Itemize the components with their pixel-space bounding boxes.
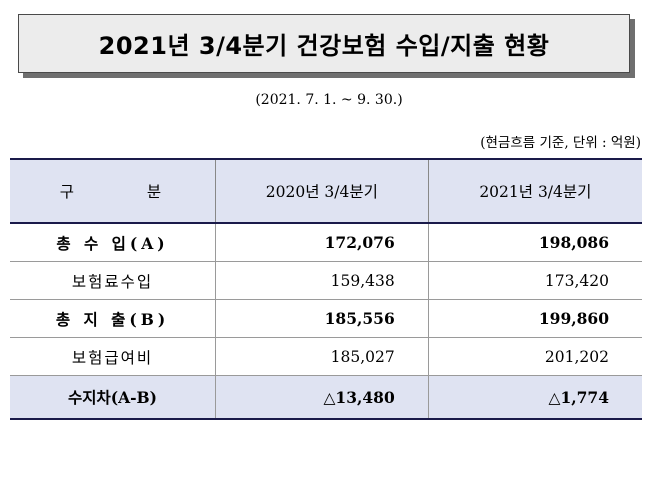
row-label: 수지차(A-B) [10,375,216,420]
header-category: 구 분 [10,158,216,224]
period-label: (2021. 7. 1. ~ 9. 30.) [255,92,403,108]
value-2021: 173,420 [427,261,642,300]
table-row-premium-revenue: 보험료수입 159,438 173,420 [10,261,642,300]
revenue-expense-table: 구 분 2020년 3/4분기 2021년 3/4분기 총 수 입(A) 172… [10,158,642,420]
value-2021: 199,860 [427,299,642,338]
header-2020-q3: 2020년 3/4분기 [214,158,429,224]
value-2020: 172,076 [214,223,429,262]
row-label: 총 수 입(A) [10,223,216,262]
table-row-benefit-expense: 보험급여비 185,027 201,202 [10,337,642,376]
value-2020: 159,438 [214,261,429,300]
title-box: 2021년 3/4분기 건강보험 수입/지출 현황 [18,14,635,78]
table-row-total-revenue: 총 수 입(A) 172,076 198,086 [10,223,642,262]
value-2020: 185,556 [214,299,429,338]
value-2020: 185,027 [214,337,429,376]
row-label: 총 지 출(B) [10,299,216,338]
table-row-total-expense: 총 지 출(B) 185,556 199,860 [10,299,642,338]
value-2021: △1,774 [427,375,642,420]
page-title: 2021년 3/4분기 건강보험 수입/지출 현황 [98,32,550,60]
value-2020: △13,480 [214,375,429,420]
header-2021-q3: 2021년 3/4분기 [427,158,642,224]
value-2021: 198,086 [427,223,642,262]
row-label: 보험급여비 [10,337,216,376]
row-label: 보험료수입 [10,261,216,300]
unit-note: (현금흐름 기준, 단위 : 억원) [480,135,641,151]
table-row-balance: 수지차(A-B) △13,480 △1,774 [10,375,642,420]
title-panel: 2021년 3/4분기 건강보험 수입/지출 현황 [18,14,630,73]
table-header-row: 구 분 2020년 3/4분기 2021년 3/4분기 [10,158,642,224]
value-2021: 201,202 [427,337,642,376]
